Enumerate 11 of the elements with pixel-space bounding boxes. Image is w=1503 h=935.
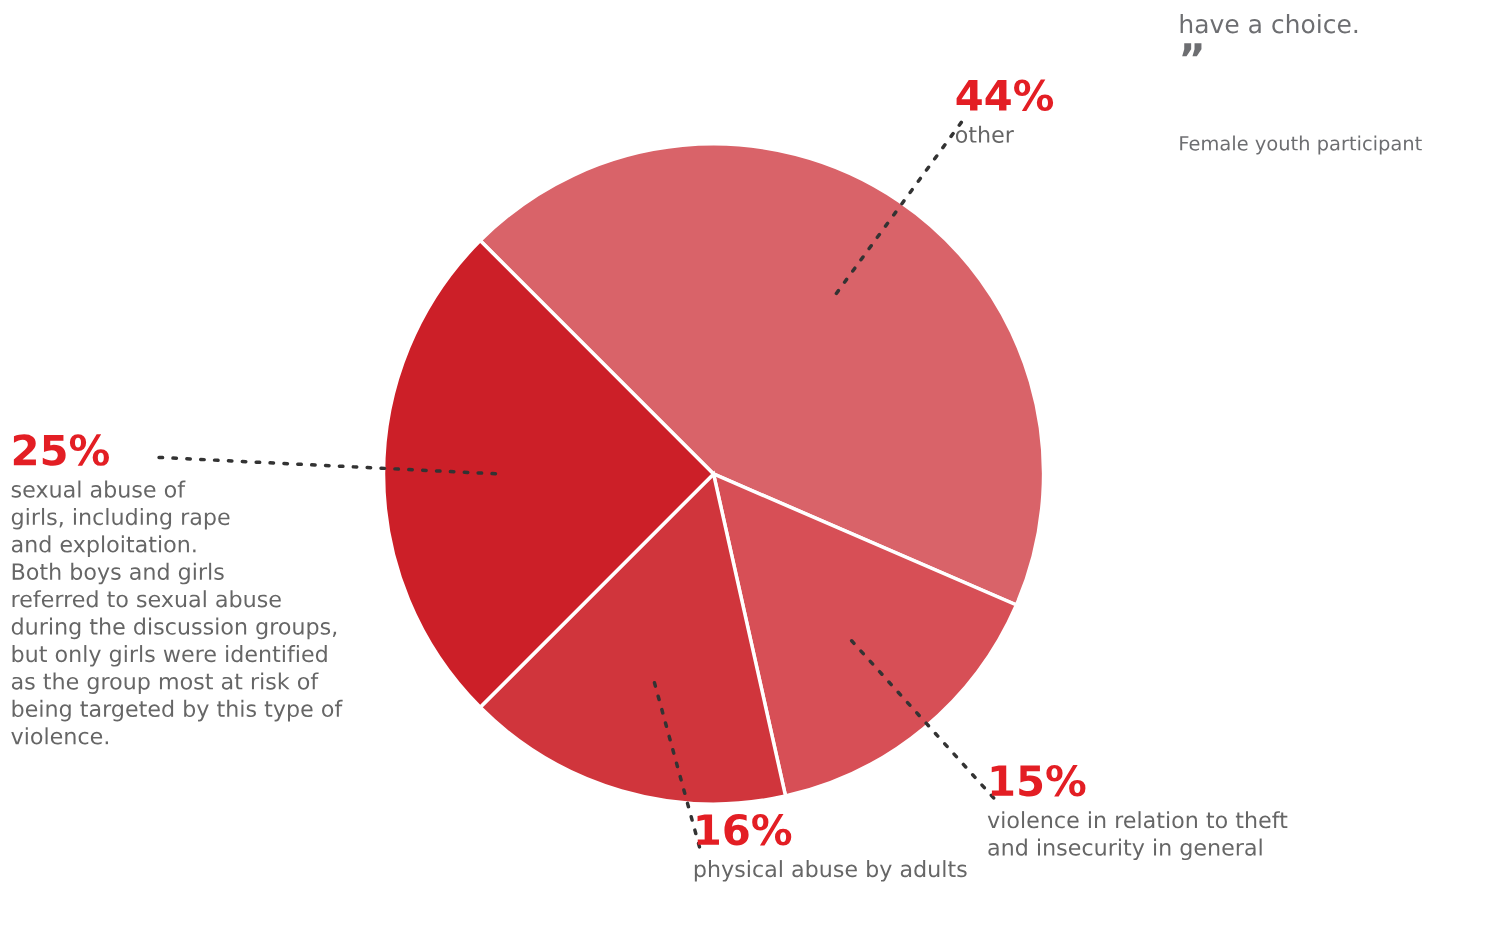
slice-label: violence in relation to theft and insecurity in general — [987, 811, 1288, 861]
slice-label: other — [955, 125, 1014, 143]
data-label: 44% — [956, 79, 1054, 111]
slice-label: physical abuse by adults — [694, 860, 967, 882]
text: have a choice. — [1180, 14, 1358, 34]
data-label: 25% — [13, 434, 109, 466]
text: ” — [1182, 43, 1202, 57]
text: Female youth participant — [1180, 135, 1422, 155]
data-label: 15% — [991, 764, 1086, 797]
data-label: 16% — [697, 813, 792, 846]
category-label: sexual abuse of girls, including rape and exploitation. Both boys and girls referred to sexual abuse during the discussion groups, but only girls were identified as the group most at risk of being targeted by this type of violence. — [11, 480, 343, 745]
